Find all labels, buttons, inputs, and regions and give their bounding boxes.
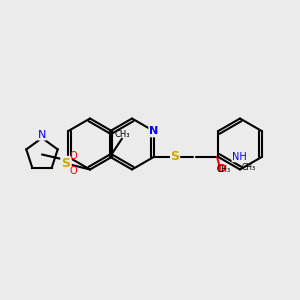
Text: S: S <box>171 150 180 163</box>
Text: NH: NH <box>232 152 247 162</box>
Text: CH₃: CH₃ <box>114 130 130 139</box>
Text: O: O <box>70 151 77 161</box>
Text: N: N <box>149 126 159 136</box>
Text: O: O <box>217 164 226 174</box>
Text: O: O <box>70 166 77 176</box>
Text: CH₃: CH₃ <box>217 165 231 174</box>
Text: CH₃: CH₃ <box>242 163 256 172</box>
Text: S: S <box>61 157 70 170</box>
Text: N: N <box>38 130 46 140</box>
